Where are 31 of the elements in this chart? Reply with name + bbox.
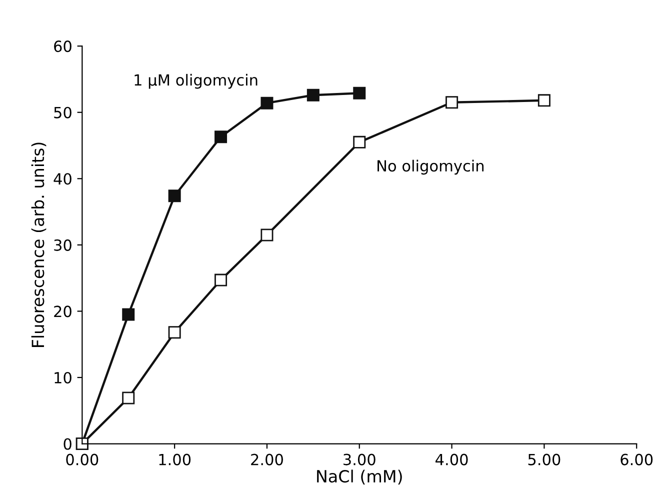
x-tick-label: 0.00 <box>66 454 98 466</box>
y-tick-label: 0 <box>64 438 72 450</box>
x-tick-label: 4.00 <box>436 454 468 466</box>
x-tick-label: 1.00 <box>159 454 191 466</box>
y-axis-title: Fluorescence (arb. units) <box>31 142 46 347</box>
point <box>122 392 135 404</box>
y-tick-label: 40 <box>54 173 72 185</box>
point <box>168 326 181 339</box>
point <box>260 96 274 110</box>
point <box>214 130 228 144</box>
x-tick-label: 2.00 <box>251 454 283 466</box>
x-tick-label: 3.00 <box>344 454 376 466</box>
y-tick-label: 20 <box>54 306 72 318</box>
point <box>122 308 135 321</box>
point <box>306 88 320 102</box>
x-axis-title: NaCl (mM) <box>317 470 402 485</box>
series-label: No oligomycin <box>378 160 484 175</box>
y-tick-label: 10 <box>54 372 72 384</box>
point <box>538 94 550 107</box>
series-label: 1 µM oligomycin <box>134 74 258 89</box>
x-tick-label: 6.00 <box>620 454 653 466</box>
point <box>214 274 228 286</box>
y-tick-label: 60 <box>54 40 72 52</box>
point <box>260 228 274 242</box>
point <box>353 136 366 148</box>
y-tick-label: 50 <box>54 106 72 118</box>
point <box>446 96 458 109</box>
point <box>168 190 181 202</box>
point <box>353 86 366 100</box>
x-tick-label: 5.00 <box>528 454 560 466</box>
y-tick-label: 30 <box>54 239 72 251</box>
